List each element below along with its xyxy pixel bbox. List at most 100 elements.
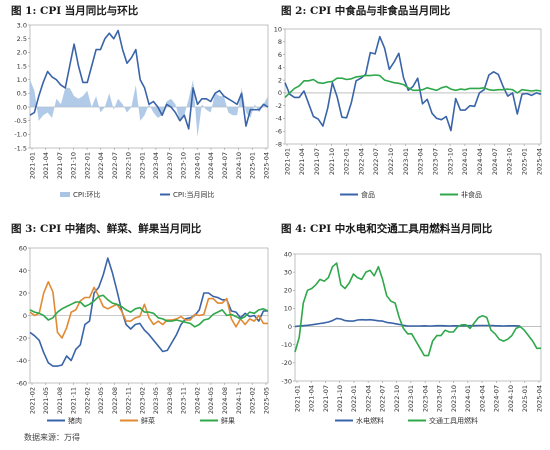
- y-tick-label: -40: [16, 357, 27, 365]
- x-tick-label: 2024-02: [193, 387, 201, 414]
- series-line-2: [29, 280, 268, 339]
- x-tick-label: 2024-11: [235, 387, 243, 414]
- y-tick-label: 40: [19, 267, 27, 275]
- y-tick-label: -1.0: [14, 131, 27, 139]
- x-tick-label: 2023-10: [450, 385, 458, 412]
- x-tick-label: 2021-04: [42, 152, 50, 179]
- y-tick-label: 2: [278, 76, 282, 84]
- x-tick-label: 2023-07: [166, 152, 174, 179]
- legend-label: 猪肉: [68, 416, 82, 425]
- x-tick-label: 2021-05: [42, 387, 50, 414]
- plot-frame: [284, 28, 542, 145]
- x-tick-label: 2022-11: [125, 387, 133, 414]
- x-tick-label: 2024-01: [461, 148, 469, 175]
- x-tick-label: 2021-10: [336, 385, 344, 412]
- series-line-3: [29, 294, 269, 328]
- legend-label: 食品: [361, 190, 375, 199]
- y-tick-label: 0: [288, 323, 292, 331]
- y-tick-label: -6: [276, 128, 282, 136]
- x-tick-label: 2024-04: [207, 152, 215, 179]
- x-tick-label: 2024-07: [221, 152, 229, 179]
- legend-label: 水电燃料: [356, 416, 384, 425]
- x-tick-label: 2022-07: [379, 385, 387, 412]
- y-tick-label: -10: [281, 341, 292, 349]
- y-tick-label: 60: [19, 244, 27, 252]
- y-tick-label: 0: [278, 89, 282, 97]
- legend-label: CPI:当月同比: [173, 190, 215, 199]
- x-tick-label: 2021-07: [322, 385, 330, 412]
- x-tick-label: 2023-04: [152, 152, 160, 179]
- y-tick-label: -20: [16, 334, 27, 342]
- x-tick-label: 2022-04: [364, 385, 372, 412]
- x-tick-label: 2021-01: [28, 152, 36, 179]
- x-tick-label: 2024-04: [476, 148, 484, 175]
- y-tick-label: -8: [276, 140, 282, 148]
- x-tick-label: 2023-10: [446, 148, 454, 175]
- x-tick-label: 2024-10: [235, 152, 243, 179]
- x-tick-label: 2022-01: [350, 385, 358, 412]
- y-tick-label: -4: [276, 115, 282, 123]
- x-tick-label: 2024-05: [207, 387, 215, 414]
- chart2-title: 图 2: CPI 中食品与非食品当月同比: [281, 4, 451, 17]
- legend-label: 非食品: [461, 190, 482, 199]
- x-tick-label: 2023-08: [166, 387, 174, 414]
- y-tick-label: -1.5: [14, 144, 27, 152]
- chart4-title: 图 4: CPI 中水电和交通工具用燃料当月同比: [281, 222, 493, 235]
- x-tick-label: 2021-07: [313, 148, 321, 175]
- x-tick-label: 2021-11: [70, 387, 78, 414]
- series-line-2: [29, 29, 269, 130]
- y-tick-label: 4: [278, 64, 282, 72]
- x-tick-label: 2022-02: [83, 387, 91, 414]
- x-tick-label: 2021-10: [328, 148, 336, 175]
- y-tick-label: 2.0: [17, 49, 27, 57]
- x-tick-label: 2021-08: [56, 387, 64, 414]
- y-tick-label: 1.5: [17, 62, 27, 70]
- x-tick-label: 2023-07: [432, 148, 440, 175]
- y-tick-label: 0.0: [17, 103, 27, 111]
- x-tick-label: 2021-01: [283, 148, 291, 175]
- x-tick-label: 2022-10: [387, 148, 395, 175]
- x-tick-label: 2024-10: [507, 385, 515, 412]
- x-tick-label: 2025-04: [535, 385, 543, 412]
- x-tick-label: 2025-01: [520, 148, 528, 175]
- plot-frame: [294, 253, 542, 382]
- x-tick-label: 2023-05: [152, 387, 160, 414]
- y-tick-label: 3.0: [17, 21, 27, 29]
- x-tick-label: 2024-07: [493, 385, 501, 412]
- x-tick-label: 2024-04: [478, 385, 486, 412]
- x-tick-label: 2021-04: [308, 385, 316, 412]
- x-tick-label: 2025-01: [249, 152, 257, 179]
- x-tick-label: 2023-01: [407, 385, 415, 412]
- source-note: 数据来源：万得: [24, 432, 80, 442]
- x-tick-label: 2024-01: [464, 385, 472, 412]
- series-line-1: [294, 317, 521, 328]
- x-tick-label: 2022-08: [111, 387, 119, 414]
- series-line-1: [284, 35, 542, 132]
- y-tick-label: -20: [281, 359, 292, 367]
- x-tick-label: 2023-11: [180, 387, 188, 414]
- x-tick-label: 2025-02: [249, 387, 257, 414]
- y-tick-label: 30: [284, 268, 292, 276]
- x-tick-label: 2023-01: [138, 152, 146, 179]
- y-tick-label: 8: [278, 38, 282, 46]
- x-tick-label: 2022-05: [97, 387, 105, 414]
- y-tick-label: 0: [23, 312, 27, 320]
- x-tick-label: 2022-04: [357, 148, 365, 175]
- x-tick-label: 2021-02: [28, 387, 36, 414]
- y-tick-label: 20: [19, 289, 27, 297]
- x-tick-label: 2025-01: [521, 385, 529, 412]
- y-tick-label: 40: [284, 250, 292, 258]
- x-tick-label: 2021-01: [293, 385, 301, 412]
- x-tick-label: 2023-10: [180, 152, 188, 179]
- x-tick-label: 2024-08: [221, 387, 229, 414]
- x-tick-label: 2023-01: [402, 148, 410, 175]
- y-tick-label: 20: [284, 287, 292, 295]
- x-tick-label: 2024-10: [506, 148, 514, 175]
- y-tick-label: 10: [274, 25, 282, 33]
- x-tick-label: 2022-07: [372, 148, 380, 175]
- chart1-title: 图 1: CPI 当月同比与环比: [11, 4, 139, 17]
